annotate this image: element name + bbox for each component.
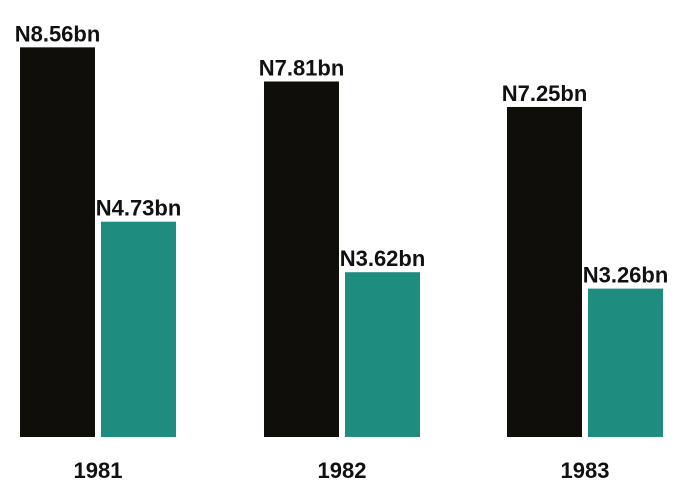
- value-label: N8.56bn: [15, 21, 101, 46]
- x-tick-label: 1981: [74, 458, 123, 481]
- value-label: N3.26bn: [583, 263, 669, 288]
- value-label: N4.73bn: [96, 196, 182, 221]
- bar: [507, 106, 582, 437]
- x-tick-label: 1982: [318, 458, 367, 481]
- x-tick-label: 1983: [561, 458, 610, 481]
- value-label: N3.62bn: [340, 246, 426, 271]
- bar: [345, 272, 420, 437]
- value-label: N7.25bn: [502, 81, 588, 106]
- bar: [588, 288, 663, 437]
- bar: [101, 221, 176, 437]
- bar: [20, 47, 95, 437]
- value-label: N7.81bn: [259, 55, 345, 80]
- bar: [264, 81, 339, 437]
